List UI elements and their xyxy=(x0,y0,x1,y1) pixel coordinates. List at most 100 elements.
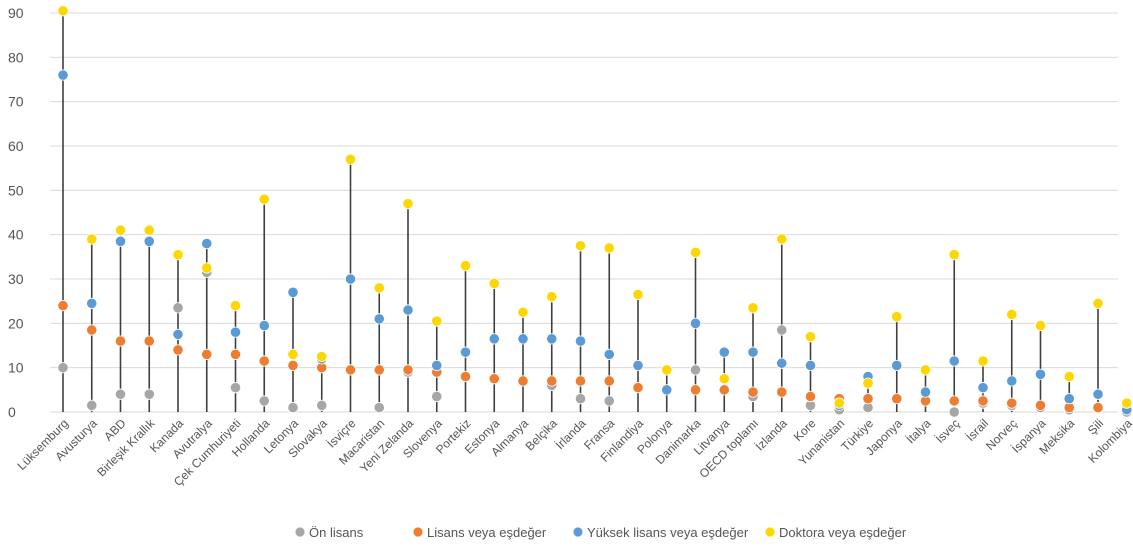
data-point xyxy=(919,364,932,376)
data-point xyxy=(143,224,155,236)
data-point xyxy=(862,377,874,389)
data-point xyxy=(632,288,644,301)
data-point xyxy=(977,355,989,367)
data-point xyxy=(258,355,270,367)
data-point xyxy=(603,375,615,387)
data-point xyxy=(431,359,443,372)
data-point xyxy=(201,348,213,360)
data-point xyxy=(488,373,500,385)
y-tick-label: 70 xyxy=(8,94,24,110)
data-point xyxy=(402,364,414,376)
data-point xyxy=(172,328,184,341)
data-point xyxy=(459,370,472,383)
data-point xyxy=(1006,375,1018,387)
data-point xyxy=(1034,319,1047,332)
y-tick-label: 0 xyxy=(8,404,16,420)
data-point xyxy=(574,240,587,252)
legend-marker xyxy=(764,526,776,538)
legend-label: Doktora veya eşdeğer xyxy=(779,525,907,540)
data-point xyxy=(57,299,69,312)
data-point xyxy=(833,397,845,409)
data-point xyxy=(114,388,127,400)
data-points xyxy=(57,5,1133,418)
data-point xyxy=(776,324,788,336)
y-tick-label: 60 xyxy=(8,138,24,154)
data-point xyxy=(517,333,529,345)
data-point xyxy=(948,406,960,418)
data-point xyxy=(689,364,702,376)
data-point xyxy=(891,393,903,405)
data-point xyxy=(1092,401,1104,414)
data-point xyxy=(1006,397,1018,409)
data-point xyxy=(201,237,213,250)
data-point xyxy=(776,233,788,245)
legend-item: Lisans veya eşdeğer xyxy=(412,525,547,540)
y-axis: 0 10 20 30 40 50 60 70 80 90 xyxy=(8,5,24,420)
data-point xyxy=(57,69,69,81)
data-point xyxy=(287,359,299,372)
data-point xyxy=(574,375,587,387)
data-point xyxy=(114,235,127,247)
data-point xyxy=(862,393,874,405)
data-point xyxy=(574,335,587,347)
legend-item: Yüksek lisans veya eşdeğer xyxy=(572,525,749,540)
data-point xyxy=(546,375,558,387)
data-point xyxy=(919,386,932,398)
data-point xyxy=(229,382,242,394)
data-point xyxy=(488,333,500,345)
category-stems xyxy=(62,10,1128,412)
data-point xyxy=(1063,393,1075,405)
data-point xyxy=(431,390,443,403)
data-point xyxy=(229,299,242,312)
data-point xyxy=(804,359,817,372)
data-point xyxy=(632,359,644,372)
data-point xyxy=(689,384,702,396)
data-point xyxy=(603,348,615,360)
data-point xyxy=(143,388,155,400)
data-point xyxy=(948,355,960,367)
data-point xyxy=(316,399,328,411)
data-point xyxy=(287,401,299,414)
data-point xyxy=(402,304,414,316)
y-tick-label: 40 xyxy=(8,227,24,243)
y-tick-label: 20 xyxy=(8,315,24,331)
legend-item: Ön lisans xyxy=(294,525,364,540)
data-point xyxy=(747,346,759,358)
data-point xyxy=(804,390,817,403)
legend: Ön lisans Lisans veya eşdeğer Yüksek lisan… xyxy=(294,525,907,540)
data-point xyxy=(689,246,702,258)
data-point xyxy=(344,273,357,285)
data-point xyxy=(258,193,270,205)
data-point xyxy=(517,306,529,318)
y-tick-label: 80 xyxy=(8,49,24,65)
data-point xyxy=(804,331,817,343)
data-point xyxy=(201,262,213,274)
y-tick-label: 30 xyxy=(8,271,24,287)
data-point xyxy=(1092,388,1104,400)
data-point xyxy=(459,346,472,358)
data-point xyxy=(603,395,615,407)
data-point xyxy=(948,395,960,407)
data-point xyxy=(948,249,960,261)
data-point xyxy=(86,297,98,309)
category-label: Şili xyxy=(1085,416,1106,437)
data-point xyxy=(603,242,615,254)
data-point xyxy=(1034,399,1047,411)
legend-label: Yüksek lisans veya eşdeğer xyxy=(587,525,749,540)
data-point xyxy=(172,302,184,314)
data-point xyxy=(229,348,242,360)
data-point xyxy=(143,335,155,347)
data-point xyxy=(689,317,702,329)
data-point xyxy=(143,235,155,247)
category-label: İrlanda xyxy=(553,416,589,452)
legend-item: Doktora veya eşdeğer xyxy=(764,525,907,540)
y-tick-label: 50 xyxy=(8,182,24,198)
data-point xyxy=(172,249,184,261)
data-point xyxy=(747,386,759,398)
legend-marker xyxy=(294,526,306,538)
data-point xyxy=(86,233,98,245)
data-point xyxy=(57,5,69,17)
data-point xyxy=(373,364,385,376)
